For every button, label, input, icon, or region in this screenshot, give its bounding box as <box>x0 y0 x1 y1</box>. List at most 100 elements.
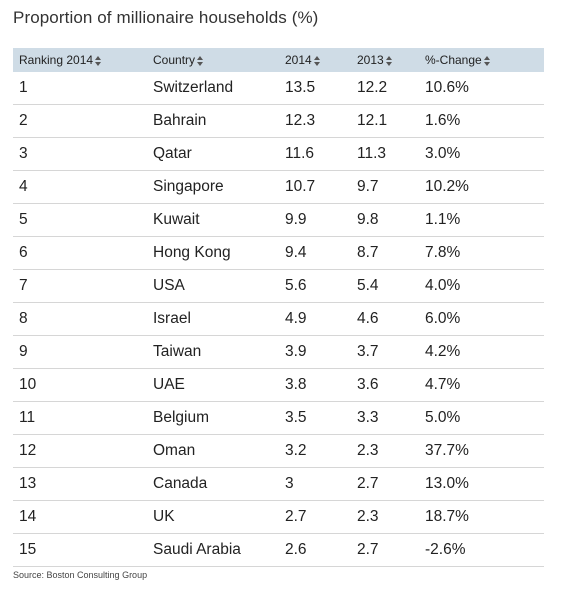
table-row: 13 Canada 3 2.7 13.0% <box>13 467 544 501</box>
table-row: 2 Bahrain 12.3 12.1 1.6% <box>13 104 544 138</box>
cell-country: Hong Kong <box>153 236 285 270</box>
table-row: 6 Hong Kong 9.4 8.7 7.8% <box>13 236 544 270</box>
cell-2014: 3.5 <box>285 401 357 435</box>
sort-arrows-icon[interactable] <box>385 55 392 66</box>
table-row: 7 USA 5.6 5.4 4.0% <box>13 269 544 303</box>
cell-country: Oman <box>153 434 285 468</box>
cell-2014: 11.6 <box>285 137 357 171</box>
table-row: 11 Belgium 3.5 3.3 5.0% <box>13 401 544 435</box>
cell-ranking: 7 <box>13 269 153 303</box>
cell-ranking: 15 <box>13 533 153 567</box>
cell-2014: 3.8 <box>285 368 357 402</box>
cell-2013: 3.3 <box>357 401 425 435</box>
cell-change: -2.6% <box>425 533 544 567</box>
column-header-label: 2014 <box>285 53 312 67</box>
cell-change: 6.0% <box>425 302 544 336</box>
sort-arrows-icon[interactable] <box>483 55 490 66</box>
cell-2013: 2.7 <box>357 533 425 567</box>
cell-2013: 9.7 <box>357 170 425 204</box>
cell-2014: 3.9 <box>285 335 357 369</box>
cell-ranking: 2 <box>13 104 153 138</box>
column-header-label: Country <box>153 53 196 67</box>
cell-country: Belgium <box>153 401 285 435</box>
sort-arrows-icon[interactable] <box>197 55 204 66</box>
cell-2013: 5.4 <box>357 269 425 303</box>
column-header-2013[interactable]: 2013 <box>357 48 425 72</box>
cell-ranking: 3 <box>13 137 153 171</box>
table-row: 15 Saudi Arabia 2.6 2.7 -2.6% <box>13 533 544 567</box>
table-header-row: Ranking 2014 Country 2014 2013 %-Change <box>13 48 544 72</box>
cell-ranking: 11 <box>13 401 153 435</box>
cell-ranking: 10 <box>13 368 153 402</box>
cell-ranking: 6 <box>13 236 153 270</box>
column-header-country[interactable]: Country <box>153 48 285 72</box>
cell-2014: 12.3 <box>285 104 357 138</box>
cell-2013: 3.6 <box>357 368 425 402</box>
cell-ranking: 8 <box>13 302 153 336</box>
column-header-label: Ranking 2014 <box>19 53 94 67</box>
cell-change: 18.7% <box>425 500 544 534</box>
column-header-label: 2013 <box>357 53 384 67</box>
cell-change: 37.7% <box>425 434 544 468</box>
table-row: 3 Qatar 11.6 11.3 3.0% <box>13 137 544 171</box>
cell-2014: 2.7 <box>285 500 357 534</box>
cell-country: USA <box>153 269 285 303</box>
cell-2014: 9.4 <box>285 236 357 270</box>
cell-2013: 12.2 <box>357 72 425 105</box>
table-row: 5 Kuwait 9.9 9.8 1.1% <box>13 203 544 237</box>
cell-2013: 2.3 <box>357 434 425 468</box>
cell-country: UK <box>153 500 285 534</box>
column-header-change[interactable]: %-Change <box>425 48 544 72</box>
table-row: 9 Taiwan 3.9 3.7 4.2% <box>13 335 544 369</box>
cell-change: 1.1% <box>425 203 544 237</box>
cell-country: Kuwait <box>153 203 285 237</box>
column-header-ranking[interactable]: Ranking 2014 <box>13 48 153 72</box>
cell-change: 5.0% <box>425 401 544 435</box>
cell-2013: 8.7 <box>357 236 425 270</box>
cell-change: 4.2% <box>425 335 544 369</box>
cell-change: 4.0% <box>425 269 544 303</box>
cell-2014: 5.6 <box>285 269 357 303</box>
cell-2013: 3.7 <box>357 335 425 369</box>
table-row: 14 UK 2.7 2.3 18.7% <box>13 500 544 534</box>
cell-change: 10.6% <box>425 72 544 105</box>
cell-2014: 13.5 <box>285 72 357 105</box>
cell-country: Switzerland <box>153 72 285 105</box>
cell-change: 10.2% <box>425 170 544 204</box>
table-row: 12 Oman 3.2 2.3 37.7% <box>13 434 544 468</box>
cell-change: 4.7% <box>425 368 544 402</box>
data-table: Ranking 2014 Country 2014 2013 %-Change … <box>13 48 544 567</box>
cell-country: UAE <box>153 368 285 402</box>
cell-country: Israel <box>153 302 285 336</box>
cell-2014: 2.6 <box>285 533 357 567</box>
cell-ranking: 1 <box>13 72 153 105</box>
cell-2014: 3.2 <box>285 434 357 468</box>
table-body: 1 Switzerland 13.5 12.2 10.6% 2 Bahrain 12.3 12.… <box>13 72 544 567</box>
cell-2013: 2.7 <box>357 467 425 501</box>
cell-2013: 2.3 <box>357 500 425 534</box>
cell-2014: 10.7 <box>285 170 357 204</box>
cell-ranking: 4 <box>13 170 153 204</box>
table-row: 10 UAE 3.8 3.6 4.7% <box>13 368 544 402</box>
cell-2014: 9.9 <box>285 203 357 237</box>
column-header-label: %-Change <box>425 53 482 67</box>
cell-country: Singapore <box>153 170 285 204</box>
table-row: 8 Israel 4.9 4.6 6.0% <box>13 302 544 336</box>
cell-ranking: 14 <box>13 500 153 534</box>
sort-arrows-icon[interactable] <box>95 55 102 66</box>
source-note: Source: Boston Consulting Group <box>13 570 148 580</box>
column-header-2014[interactable]: 2014 <box>285 48 357 72</box>
cell-country: Qatar <box>153 137 285 171</box>
cell-country: Taiwan <box>153 335 285 369</box>
cell-2013: 9.8 <box>357 203 425 237</box>
page-title: Proportion of millionaire households (%) <box>13 8 319 27</box>
cell-country: Saudi Arabia <box>153 533 285 567</box>
cell-2013: 4.6 <box>357 302 425 336</box>
cell-change: 1.6% <box>425 104 544 138</box>
table-row: 1 Switzerland 13.5 12.2 10.6% <box>13 72 544 105</box>
sort-arrows-icon[interactable] <box>313 55 320 66</box>
cell-country: Bahrain <box>153 104 285 138</box>
cell-ranking: 9 <box>13 335 153 369</box>
cell-change: 13.0% <box>425 467 544 501</box>
cell-ranking: 5 <box>13 203 153 237</box>
